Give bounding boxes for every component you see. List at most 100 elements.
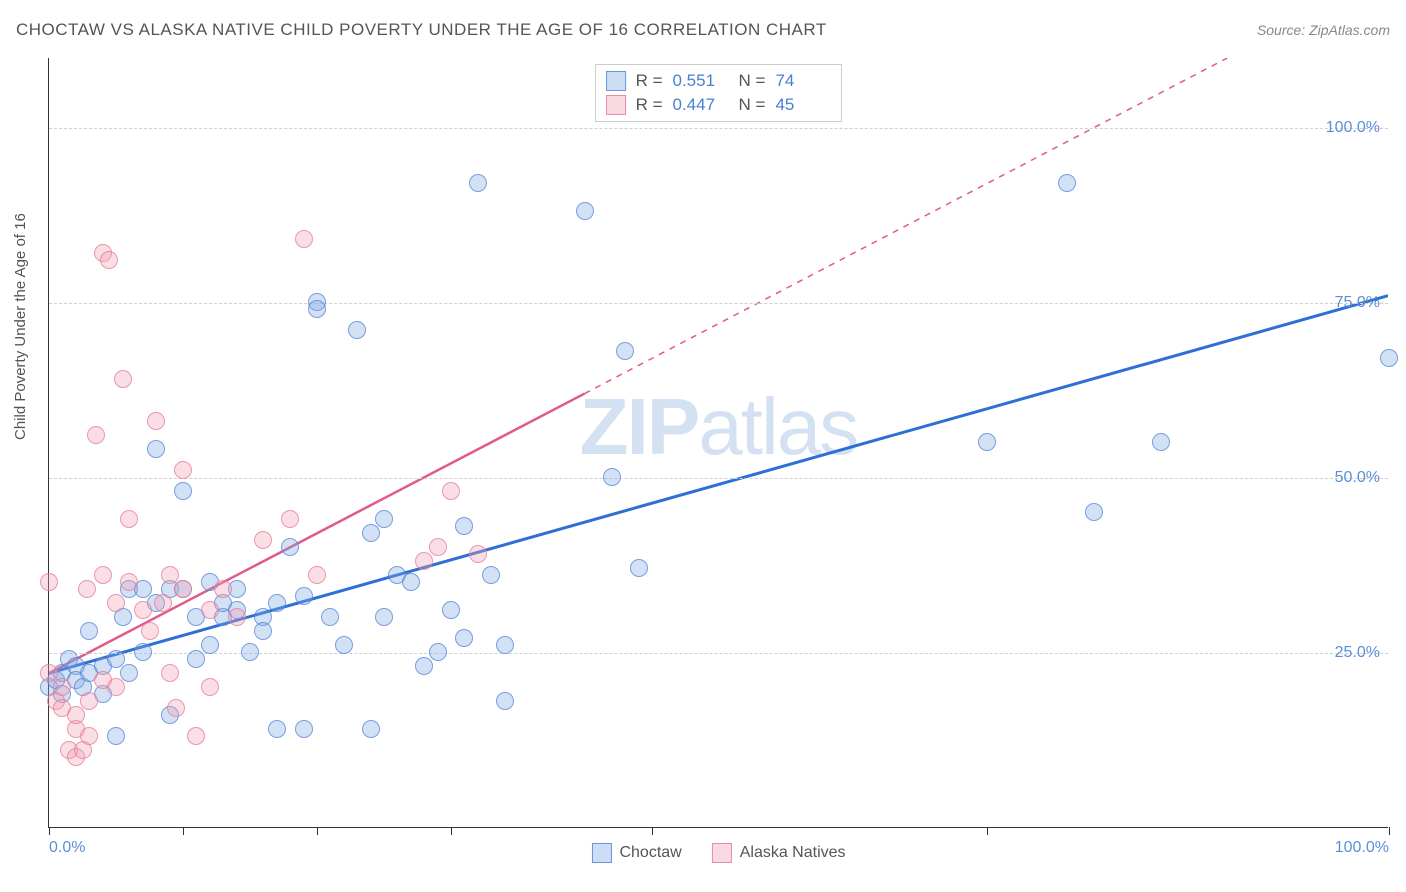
scatter-point [469, 545, 487, 563]
scatter-point [268, 594, 286, 612]
scatter-point [496, 636, 514, 654]
scatter-point [268, 720, 286, 738]
scatter-point [174, 461, 192, 479]
scatter-point [616, 342, 634, 360]
xtick [1389, 827, 1390, 835]
stats-legend: R = 0.551 N = 74 R = 0.447 N = 45 [595, 64, 843, 122]
scatter-point [201, 678, 219, 696]
xtick [49, 827, 50, 835]
scatter-point [107, 650, 125, 668]
xtick [451, 827, 452, 835]
swatch-blue-icon [591, 843, 611, 863]
scatter-point [254, 531, 272, 549]
scatter-point [308, 300, 326, 318]
scatter-point [201, 636, 219, 654]
scatter-point [174, 482, 192, 500]
scatter-point [114, 370, 132, 388]
scatter-point [107, 727, 125, 745]
gridline-h [49, 128, 1388, 129]
watermark-atlas: atlas [698, 382, 857, 471]
stat-n-value-choctaw: 74 [775, 71, 831, 91]
scatter-point [362, 720, 380, 738]
legend-item-alaska: Alaska Natives [712, 843, 846, 863]
scatter-point [78, 580, 96, 598]
scatter-point [187, 727, 205, 745]
legend-item-choctaw: Choctaw [591, 843, 681, 863]
stat-r-label: R = [636, 95, 663, 115]
gridline-h [49, 478, 1388, 479]
stat-n-label: N = [739, 95, 766, 115]
scatter-point [80, 622, 98, 640]
scatter-point [1058, 174, 1076, 192]
swatch-pink-icon [712, 843, 732, 863]
scatter-point [228, 608, 246, 626]
scatter-point [1380, 349, 1398, 367]
scatter-point [469, 174, 487, 192]
xtick [987, 827, 988, 835]
trend-line [49, 394, 585, 674]
y-axis-label: Child Poverty Under the Age of 16 [12, 213, 29, 440]
scatter-point [281, 510, 299, 528]
scatter-point [295, 720, 313, 738]
scatter-point [107, 594, 125, 612]
scatter-point [321, 608, 339, 626]
stat-r-label: R = [636, 71, 663, 91]
stat-r-value-alaska: 0.447 [673, 95, 729, 115]
scatter-point [482, 566, 500, 584]
scatter-point [429, 643, 447, 661]
scatter-point [80, 727, 98, 745]
trend-lines-svg [49, 58, 1388, 827]
scatter-point [455, 629, 473, 647]
scatter-point [141, 622, 159, 640]
scatter-point [147, 440, 165, 458]
scatter-point [174, 580, 192, 598]
ytick-label: 100.0% [1326, 119, 1380, 137]
xtick-label: 100.0% [1335, 839, 1389, 857]
scatter-point [201, 601, 219, 619]
scatter-point [402, 573, 420, 591]
legend-label-alaska: Alaska Natives [740, 844, 846, 862]
scatter-point [167, 699, 185, 717]
stat-n-label: N = [739, 71, 766, 91]
scatter-point [120, 510, 138, 528]
xtick [317, 827, 318, 835]
scatter-point [348, 321, 366, 339]
scatter-point [375, 510, 393, 528]
scatter-point [134, 601, 152, 619]
xtick-label: 0.0% [49, 839, 85, 857]
scatter-point [429, 538, 447, 556]
scatter-point [53, 678, 71, 696]
scatter-point [80, 692, 98, 710]
scatter-point [335, 636, 353, 654]
ytick-label: 25.0% [1335, 644, 1380, 662]
ytick-label: 75.0% [1335, 294, 1380, 312]
chart-container: CHOCTAW VS ALASKA NATIVE CHILD POVERTY U… [0, 0, 1406, 892]
watermark: ZIPatlas [580, 381, 857, 473]
swatch-pink-icon [606, 95, 626, 115]
scatter-point [161, 566, 179, 584]
scatter-point [978, 433, 996, 451]
bottom-legend: Choctaw Alaska Natives [591, 843, 845, 863]
xtick [183, 827, 184, 835]
scatter-point [40, 573, 58, 591]
gridline-h [49, 303, 1388, 304]
scatter-point [40, 664, 58, 682]
scatter-point [1152, 433, 1170, 451]
scatter-point [295, 230, 313, 248]
scatter-point [94, 566, 112, 584]
scatter-point [442, 482, 460, 500]
stat-n-value-alaska: 45 [775, 95, 831, 115]
scatter-point [161, 664, 179, 682]
scatter-point [415, 552, 433, 570]
scatter-point [87, 426, 105, 444]
scatter-point [120, 573, 138, 591]
scatter-point [134, 643, 152, 661]
source-label: Source: ZipAtlas.com [1257, 22, 1390, 38]
stats-row-alaska: R = 0.447 N = 45 [606, 93, 832, 117]
stat-r-value-choctaw: 0.551 [673, 71, 729, 91]
scatter-point [415, 657, 433, 675]
chart-title: CHOCTAW VS ALASKA NATIVE CHILD POVERTY U… [16, 20, 827, 40]
scatter-point [455, 517, 473, 535]
scatter-point [241, 643, 259, 661]
scatter-point [496, 692, 514, 710]
